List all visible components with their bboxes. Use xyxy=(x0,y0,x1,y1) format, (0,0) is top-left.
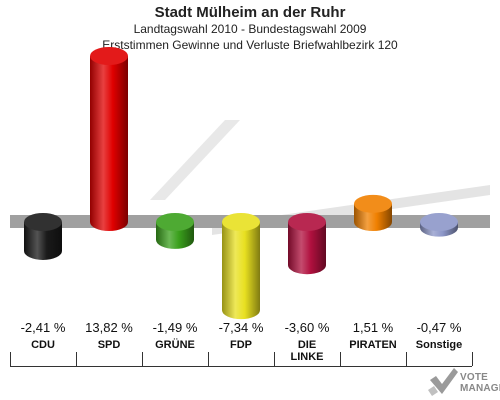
category-separator xyxy=(208,352,209,366)
category-axis-line xyxy=(10,366,472,367)
value-label: -1,49 % xyxy=(152,320,198,335)
zero-plane-diagonal xyxy=(150,120,240,200)
value-label: 13,82 % xyxy=(85,320,133,335)
category-separator xyxy=(406,352,407,366)
category-label: SPD xyxy=(97,339,121,351)
value-label: 1,51 % xyxy=(352,320,394,335)
bar-grüne xyxy=(156,213,194,249)
category-label: FDP xyxy=(230,339,252,351)
category-label: Sonstige xyxy=(415,339,463,351)
value-label: -3,60 % xyxy=(284,320,330,335)
bar-body xyxy=(24,222,62,260)
bar-spd xyxy=(90,47,128,231)
category-separator xyxy=(10,352,11,366)
chart-subtitle-district: Erststimmen Gewinne und Verluste Briefwa… xyxy=(102,38,398,52)
bar-cap xyxy=(354,194,392,213)
vote-manager-logo: VOTE MANAGER xyxy=(426,366,500,400)
bar-cap xyxy=(156,213,194,231)
chart-title: Stadt Mülheim an der Ruhr xyxy=(154,4,346,21)
bar-cap xyxy=(24,213,62,231)
chart-subtitle-election: Landtagswahl 2010 - Bundestagswahl 2009 xyxy=(133,22,367,36)
category-label: DIE LINKE xyxy=(290,339,324,363)
bar-cap xyxy=(420,213,458,231)
bar-body xyxy=(90,56,128,231)
category-separator xyxy=(142,352,143,366)
category-separator xyxy=(76,352,77,366)
checkmark-icon xyxy=(428,368,458,396)
value-label: -2,41 % xyxy=(20,320,66,335)
bar-sonstige xyxy=(420,213,458,237)
category-separator xyxy=(340,352,341,366)
category-label: PIRATEN xyxy=(349,339,397,351)
bar-body xyxy=(288,222,326,275)
category-separator xyxy=(472,352,473,366)
category-label: CDU xyxy=(31,339,55,351)
logo-line-manager: MANAGER xyxy=(460,383,500,394)
value-label: -7,34 % xyxy=(218,320,264,335)
logo-line-vote: VOTE xyxy=(460,372,489,383)
bar-cap xyxy=(288,213,326,231)
bar-fdp xyxy=(222,213,260,320)
bar-body xyxy=(222,222,260,320)
bar-cdu xyxy=(24,213,62,260)
category-separator xyxy=(274,352,275,366)
bar-piraten xyxy=(354,194,392,231)
bar-cap xyxy=(90,47,128,65)
value-label: -0,47 % xyxy=(416,320,462,335)
bar-cap xyxy=(222,213,260,231)
bar-die-linke xyxy=(288,213,326,275)
category-label: GRÜNE xyxy=(155,339,195,351)
bar-chart xyxy=(10,47,490,320)
